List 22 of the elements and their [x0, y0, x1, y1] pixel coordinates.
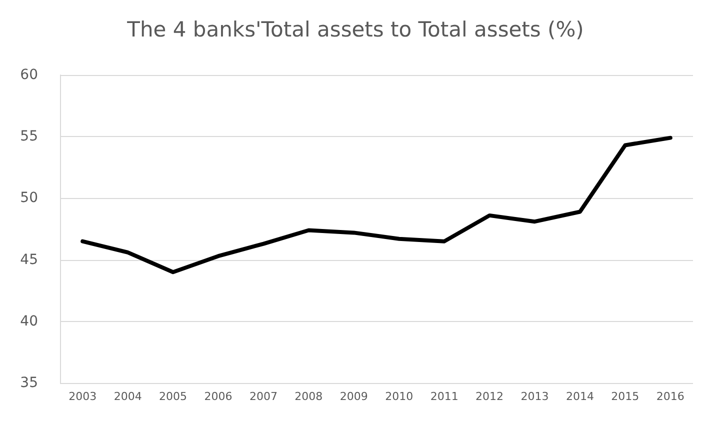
- x-tick-label: 2012: [476, 390, 504, 403]
- line-series: [80, 136, 672, 274]
- y-tick-label: 55: [20, 128, 38, 145]
- y-tick-label: 40: [20, 313, 38, 330]
- x-tick-label: 2004: [114, 390, 142, 403]
- x-tick-label: 2003: [68, 390, 97, 403]
- x-tick-label: 2014: [566, 390, 594, 403]
- y-tick-label: 60: [20, 67, 38, 83]
- x-tick-label: 2007: [249, 390, 278, 403]
- x-tick-label: 2013: [520, 390, 549, 403]
- x-tick-label: 2016: [656, 390, 684, 403]
- x-tick-label: 2010: [385, 390, 414, 403]
- x-tick-label: 2005: [159, 390, 188, 403]
- x-tick-label: 2006: [204, 390, 232, 403]
- x-tick-label: 2008: [294, 390, 323, 403]
- y-tick-label: 45: [20, 252, 38, 268]
- y-tick-label: 50: [20, 190, 38, 206]
- x-tick-label: 2009: [340, 390, 368, 403]
- x-tick-label: 2015: [611, 390, 640, 403]
- x-tick-label: 2011: [430, 390, 458, 403]
- y-tick-label: 35: [20, 375, 38, 391]
- chart-title: The 4 banks'Total assets to Total assets (%): [126, 18, 584, 42]
